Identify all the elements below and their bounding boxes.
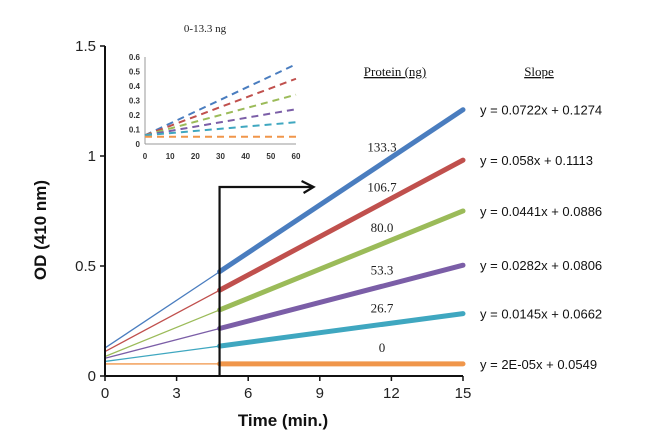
series-label-1: 106.7	[367, 179, 397, 194]
y-tick-label-2: 1	[88, 148, 96, 165]
inset-y-tick-label-1: 0.1	[129, 126, 141, 135]
main-plot-lines	[104, 107, 466, 367]
x-tick-label-1: 3	[172, 385, 180, 402]
inset-series-line-1	[144, 77, 297, 137]
y-tick-label-1: 0.5	[75, 258, 96, 275]
series-label-4: 26.7	[371, 300, 394, 315]
inset-y-tick-label-5: 0.5	[129, 68, 141, 77]
x-tick-label-5: 15	[455, 385, 472, 402]
inset-series-line-3	[144, 108, 297, 137]
highlight-bracket	[218, 185, 312, 376]
series-line-thin-0	[104, 271, 220, 349]
series-line-thin-3	[104, 327, 220, 359]
x-tick-label-2: 6	[244, 385, 252, 402]
inset-y-tick-label-2: 0.2	[129, 111, 141, 120]
x-tick-label-4: 12	[383, 385, 400, 402]
inset-x-tick-label-3: 30	[216, 152, 225, 161]
inset-series-line-0	[144, 63, 297, 137]
series-line-thin-1	[104, 289, 220, 353]
x-tick-label-3: 9	[316, 385, 324, 402]
series-line-thin-2	[104, 309, 220, 358]
y-tick-label-0: 0	[88, 368, 96, 385]
inset-y-tick-label-6: 0.6	[129, 53, 141, 62]
inset-series-line-2	[144, 93, 297, 137]
series-equation-5: y = 2E-05x + 0.0549	[480, 357, 597, 372]
inset-x-tick-label-0: 0	[143, 152, 148, 161]
series-label-5: 0	[379, 340, 386, 355]
series-equation-4: y = 0.0145x + 0.0662	[480, 307, 602, 322]
highlight-arrow-head	[301, 180, 316, 194]
series-equation-1: y = 0.058x + 0.1113	[480, 153, 593, 168]
inset-x-tick-label-5: 50	[266, 152, 275, 161]
zoom-highlight-box	[218, 180, 316, 376]
main-axes: 0 0.5 1 1.5 0 3 6 9 12 15	[75, 38, 471, 402]
x-tick-label-0: 0	[101, 385, 109, 402]
series-line-thick-1	[217, 157, 466, 293]
series-line-thin-4	[104, 345, 220, 363]
inset-series-line-4	[144, 121, 297, 137]
series-equation-0: y = 0.0722x + 0.1274	[480, 103, 602, 118]
series-label-0: 133.3	[367, 140, 396, 155]
series-line-thick-4	[217, 311, 466, 349]
series-equation-3: y = 0.0282x + 0.0806	[480, 258, 602, 273]
y-tick-label-3: 1.5	[75, 38, 96, 55]
inset-x-tick-label-4: 40	[241, 152, 250, 161]
series-line-thick-2	[217, 208, 466, 313]
series-label-2: 80.0	[371, 220, 394, 235]
inset-x-tick-label-6: 60	[292, 152, 301, 161]
series-line-thick-3	[217, 262, 466, 331]
series-label-3: 53.3	[371, 262, 394, 277]
inset-chart: 0 0.1 0.2 0.3 0.4 0.5 0.6 0 10 20 30 40 50 60	[129, 53, 301, 161]
inset-y-tick-label-4: 0.4	[129, 82, 141, 91]
inset-x-tick-label-2: 20	[191, 152, 200, 161]
series-equation-2: y = 0.0441x + 0.0886	[480, 204, 602, 219]
inset-y-tick-label-0: 0	[136, 140, 141, 149]
inset-x-tick-label-1: 10	[166, 152, 175, 161]
inset-y-tick-label-3: 0.3	[129, 97, 141, 106]
series-line-thick-0	[217, 107, 466, 275]
series-labels: 133.3 y = 0.0722x + 0.1274 106.7 y = 0.058x…	[367, 103, 602, 372]
